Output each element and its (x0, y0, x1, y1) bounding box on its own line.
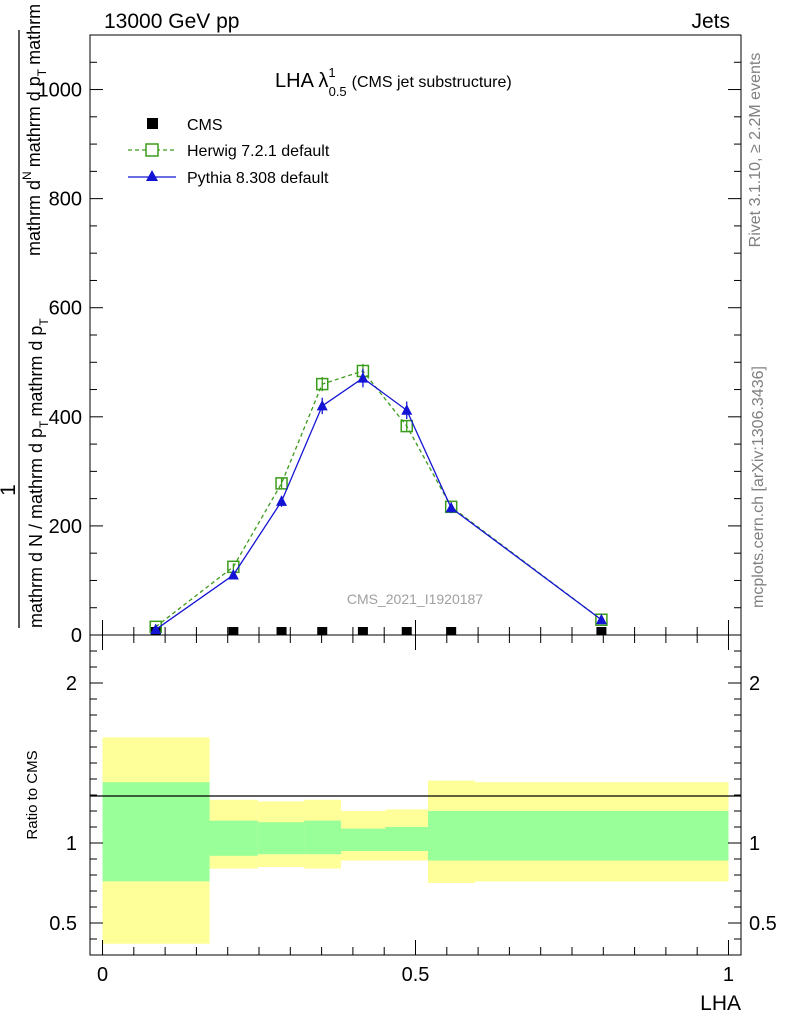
series-line-2 (155, 377, 602, 631)
category-label: Jets (691, 10, 730, 33)
ratio-band-green (341, 828, 386, 851)
ratio-band-green (209, 820, 258, 856)
data-point-pythia (401, 404, 413, 415)
ratio-panel: 0.5 0.51 12 2 0 0.5 1 Ratio to CMS LHA (24, 634, 777, 1015)
x-tick-label: 1 (723, 964, 734, 986)
main-y-label: 1 mathrm d N / mathrm d pTmathrm d pT ma… (0, 0, 51, 628)
plot-title: LHA λ1 0.5(CMS jet substructure) (275, 65, 512, 99)
data-point-cms (596, 627, 607, 635)
energy-label: 13000 GeV pp (104, 10, 239, 33)
mcplots-label: mcplots.cern.ch [arXiv:1306.3436] (750, 366, 767, 608)
data-point-cms (317, 627, 328, 635)
ratio-y-axis: 0.5 0.5 1 1 2 2 (49, 650, 777, 940)
ratio-band-green (102, 782, 210, 882)
x-tick-label: 0.5 (402, 964, 430, 986)
y-label-denominator: mathrm d N / mathrm d pTmathrm d pT (26, 318, 51, 628)
data-point-cms (357, 627, 368, 635)
ratio-y-tick-label-right: 0.5 (749, 913, 777, 935)
legend-marker-pythia (146, 170, 158, 181)
analysis-watermark: CMS_2021_I1920187 (347, 591, 483, 607)
data-point-cms (228, 627, 239, 635)
ratio-band-green (304, 820, 342, 855)
data-point-pythia (357, 372, 369, 383)
legend-label-pythia: Pythia 8.308 default (187, 170, 329, 187)
data-point-pythia (595, 613, 607, 625)
data-point-cms (401, 627, 412, 635)
data-point-pythia (316, 399, 328, 411)
data-point-pythia (445, 501, 457, 513)
data-point-cms (276, 627, 287, 635)
y-label-numerator: mathrm dNmathrm d pTmathrm d lambda (20, 0, 49, 256)
data-point-herwig (315, 377, 329, 391)
y-tick-label: 1000 (38, 80, 83, 102)
x-axis-label: LHA (700, 992, 741, 1015)
ratio-y-tick-label: 1 (66, 833, 77, 855)
series-line-1 (155, 370, 602, 628)
data-point-pythia (227, 569, 239, 580)
data-point-herwig (400, 419, 413, 433)
main-y-axis: 0 200 400 600 800 1000 (38, 34, 741, 647)
x-tick-label: 0 (97, 964, 108, 986)
ratio-band-green (385, 827, 429, 851)
ratio-band-green (428, 811, 475, 861)
legend: CMS Herwig 7.2.1 default Pythia 8.308 de… (128, 117, 330, 187)
y-tick-label: 600 (49, 298, 82, 320)
y-tick-label: 200 (49, 516, 82, 538)
ratio-y-label: Ratio to CMS (24, 750, 41, 839)
y-tick-label: 800 (49, 189, 82, 211)
legend-label-cms: CMS (187, 117, 223, 134)
legend-marker-cms (147, 118, 158, 129)
ratio-x-axis: 0 0.5 1 (97, 635, 734, 986)
data-point-cms (446, 627, 457, 635)
legend-label-herwig: Herwig 7.2.1 default (187, 143, 330, 160)
ratio-y-tick-label-right: 1 (749, 833, 760, 855)
ratio-y-tick-label-right: 2 (749, 673, 760, 695)
data-point-herwig (275, 477, 288, 490)
y-label-prefix: 1 (0, 484, 20, 496)
data-point-pythia (276, 495, 288, 506)
ratio-band-green (474, 811, 729, 861)
y-tick-label: 0 (71, 625, 82, 647)
ratio-y-tick-label: 0.5 (49, 913, 77, 935)
ratio-band-green (257, 822, 305, 855)
ratio-y-tick-label: 2 (66, 673, 77, 695)
legend-marker-herwig (145, 143, 159, 157)
main-x-ticks (102, 620, 729, 635)
data-point-pythia (150, 623, 162, 635)
y-tick-label: 400 (49, 407, 82, 429)
rivet-label: Rivet 3.1.10, ≥ 2.2M events (747, 53, 764, 248)
main-panel: 0 200 400 600 800 1000 CMS_2021_I1920187 LHA … (38, 34, 742, 647)
